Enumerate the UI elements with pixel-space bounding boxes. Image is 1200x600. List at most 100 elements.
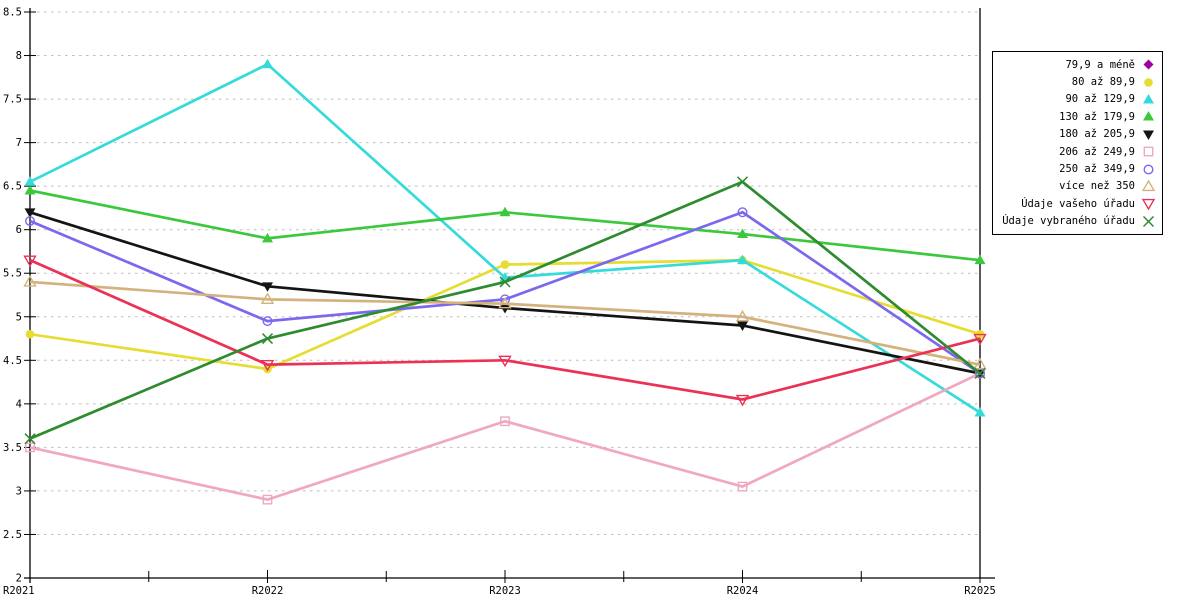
legend-item-label: 90 až 129,9 [1065,93,1135,106]
legend-item-label: více než 350 [1059,180,1135,193]
legend-marker-icon [1143,130,1154,140]
legend-item-label: Údaje vybraného úřadu [1002,215,1135,228]
x-tick-label: R2021 [3,585,35,597]
y-tick-label: 4 [16,398,22,410]
data-point-marker [1141,199,1156,211]
series-line [29,372,981,502]
data-point-marker [974,367,986,379]
data-point-marker [1143,93,1154,104]
data-point-marker [737,254,748,265]
data-point-marker [24,185,36,195]
legend-item: 79,9 a méně [1002,56,1156,73]
legend-marker-icon [1142,215,1155,227]
data-point-marker [500,416,510,427]
data-point-marker [24,208,36,218]
legend-marker-icon [1143,111,1154,121]
legend-item: 250 až 349,9 [1002,160,1156,177]
legend-item-label: 130 až 179,9 [1059,110,1135,123]
data-point-marker [499,206,511,217]
data-point-marker [1143,146,1154,157]
y-tick-label: 3.5 [3,442,22,454]
legend-item: 90 až 129,9 [1002,91,1156,108]
data-point-marker [500,260,510,269]
legend-marker-icon [1143,164,1154,175]
data-point-marker [260,360,275,372]
data-point-marker [25,329,35,339]
data-point-marker [1144,77,1153,87]
series-line [29,258,981,401]
data-point-marker [736,176,749,188]
data-point-marker [262,316,273,327]
data-point-marker [262,282,273,292]
data-point-marker [262,494,273,505]
legend-marker-icon [1143,59,1154,70]
legend-item: 206 až 249,9 [1002,143,1156,160]
legend-item: 80 až 89,9 [1002,73,1156,90]
legend-marker-icon [1143,146,1154,157]
data-point-marker [737,481,748,492]
data-point-marker [737,321,748,331]
x-tick-label: R2024 [727,585,759,597]
data-point-marker [1143,164,1154,175]
y-tick-label: 2 [16,573,22,585]
series-line [29,189,981,262]
legend-item: Údaje vybraného úřadu [1002,213,1156,230]
legend-marker-icon [1143,93,1154,104]
data-point-marker [1143,59,1154,70]
data-point-marker [24,433,36,445]
data-point-marker [973,357,987,370]
legend-item-label: 250 až 349,9 [1059,163,1135,176]
x-tick-label: R2025 [964,585,996,597]
legend-item-label: 80 až 89,9 [1071,76,1135,89]
data-point-marker [1143,111,1154,121]
legend-marker-icon [1144,77,1153,87]
x-tick-label: R2022 [252,585,284,597]
legend-item: více než 350 [1002,178,1156,195]
data-point-marker [23,255,37,268]
y-tick-label: 8.5 [3,7,22,19]
y-tick-label: 8 [16,50,22,62]
data-point-marker [262,232,273,243]
x-tick-label: R2023 [489,585,521,597]
data-point-marker [737,228,748,239]
legend-item: Údaje vašeho úřadu [1002,195,1156,212]
y-tick-label: 4.5 [3,355,22,367]
data-point-marker [735,309,750,322]
legend-marker-icon [1141,199,1156,211]
legend-item-label: 206 až 249,9 [1059,145,1135,158]
data-point-marker [23,275,37,287]
data-point-marker [24,176,36,186]
data-point-marker [974,407,986,417]
legend-item: 130 až 179,9 [1002,108,1156,125]
data-point-marker [1142,215,1155,227]
data-point-marker [498,355,512,368]
y-tick-label: 3 [16,485,22,497]
data-point-marker [25,215,36,226]
y-tick-label: 6.5 [3,181,22,193]
y-tick-label: 5 [16,311,22,323]
data-point-marker [260,292,275,305]
legend-box: 79,9 a méně 80 až 89,9 90 až 129,9 130 až 1… [992,51,1163,235]
data-point-marker [499,304,511,314]
y-tick-label: 7 [16,137,22,149]
data-point-marker [498,296,512,309]
legend-item-label: 180 až 205,9 [1059,128,1135,141]
data-point-marker [261,333,274,345]
y-tick-label: 2.5 [3,529,22,541]
series-line [29,280,981,366]
y-tick-label: 5.5 [3,268,22,280]
legend-marker-icon [1141,179,1156,192]
data-point-marker [1143,130,1154,140]
data-point-marker [25,442,35,453]
legend-item: 180 až 205,9 [1002,126,1156,143]
legend-item-label: Údaje vašeho úřadu [1021,197,1135,210]
data-point-marker [1141,179,1156,192]
data-point-marker [262,58,273,69]
data-point-marker [974,254,986,265]
data-point-marker [735,394,750,407]
data-point-marker [973,333,987,346]
data-point-marker [499,276,511,288]
y-tick-label: 6 [16,224,22,236]
